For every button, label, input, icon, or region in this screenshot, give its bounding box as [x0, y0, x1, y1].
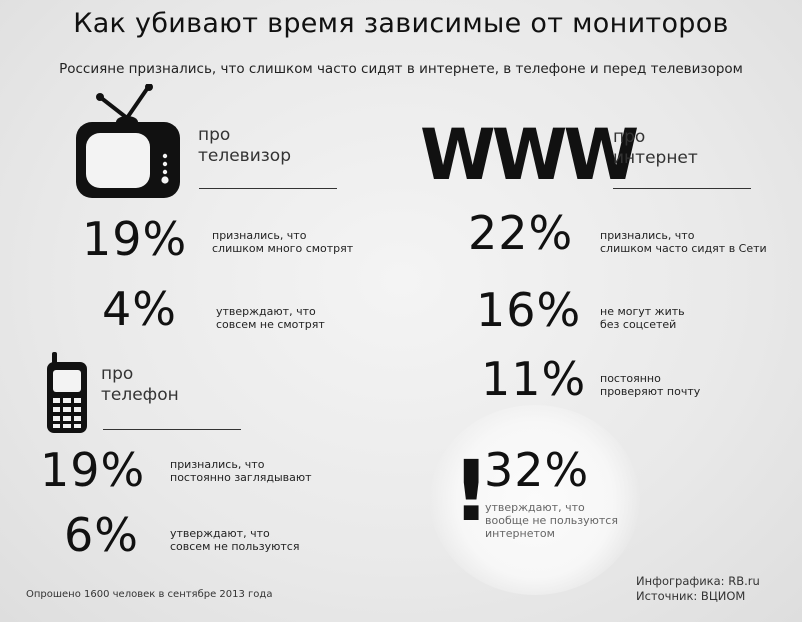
tv-stat-1-text: признались, что слишком много смотрят — [212, 229, 354, 255]
phone-category-label: про телефон — [101, 364, 179, 405]
tv-icon — [74, 83, 182, 200]
internet-category-label: про интернет — [613, 127, 698, 168]
phone-stat-2-text: утверждают, что совсем не пользуются — [170, 527, 300, 553]
tv-category-label: про телевизор — [198, 125, 291, 166]
internet-divider — [613, 188, 751, 189]
infographic-credit: Инфографика: RB.ru — [636, 574, 760, 588]
www-logo: WWW — [420, 114, 639, 196]
internet-stat-2-text: не могут жить без соцсетей — [600, 305, 685, 331]
internet-stat-3-text: постоянно проверяют почту — [600, 372, 701, 398]
internet-stat-3-value: 11% — [481, 352, 587, 406]
phone-stat-1-text: признались, что постоянно заглядывают — [170, 458, 312, 484]
page-subtitle: Россияне признались, что слишком часто с… — [59, 61, 743, 77]
tv-stat-1-value: 19% — [82, 212, 188, 266]
tv-stat-2-value: 4% — [102, 282, 177, 336]
mobile-phone-icon — [46, 352, 88, 434]
highlight-glow — [430, 405, 640, 595]
survey-note: Опрошено 1600 человек в сентябре 2013 го… — [26, 589, 273, 600]
page-title: Как убивают время зависимые от мониторов — [73, 8, 729, 39]
phone-stat-1-value: 19% — [40, 443, 146, 497]
tv-divider — [199, 188, 337, 189]
exclamation-mark: ! — [452, 442, 491, 540]
internet-stat-1-text: признались, что слишком часто сидят в Се… — [600, 229, 767, 255]
phone-divider — [103, 429, 241, 430]
source-credit: Источник: ВЦИОМ — [636, 589, 746, 603]
phone-stat-2-value: 6% — [64, 508, 139, 562]
internet-stat-4-text: утверждают, что вообще не пользуются инт… — [485, 501, 618, 540]
internet-stat-2-value: 16% — [476, 283, 582, 337]
tv-stat-2-text: утверждают, что совсем не смотрят — [216, 305, 325, 331]
internet-stat-4-value: 32% — [484, 443, 590, 497]
internet-stat-1-value: 22% — [468, 206, 574, 260]
